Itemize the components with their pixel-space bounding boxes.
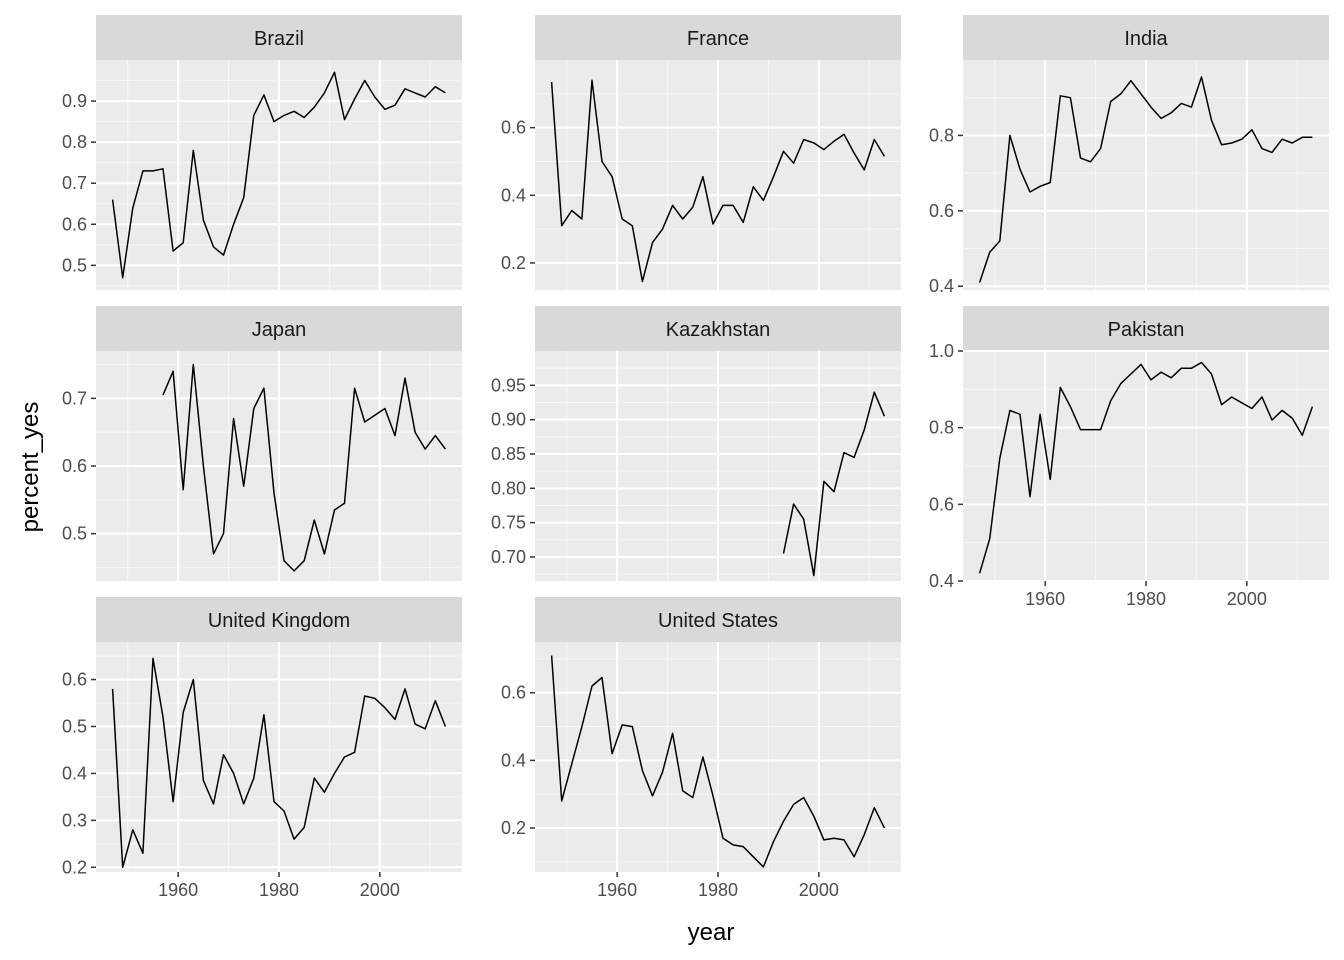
panel-united-kingdom: United Kingdom 0.2 0.3 0.4 0.5 0.6 1960 1980 200…: [62, 597, 462, 900]
y-tick-label-united-states: 0.4: [501, 750, 526, 770]
strip-kazakhstan: [535, 306, 901, 351]
panel-brazil: Brazil 0.5 0.6 0.7 0.8 0.9: [62, 15, 462, 290]
panel-japan: Japan 0.5 0.6 0.7: [62, 306, 462, 581]
x-tick-label-pakistan: 1980: [1126, 589, 1166, 609]
x-tick-label-united-kingdom: 1960: [158, 880, 198, 900]
strip-label-france: France: [687, 28, 749, 50]
gridlines-france: [535, 60, 901, 290]
series-line-pakistan: [978, 361, 1314, 574]
series-line-united-states: [550, 655, 886, 868]
panel-united-states: United States 0.2 0.4 0.6 1960 1980 2000: [501, 597, 901, 900]
series-line-united-kingdom: [111, 657, 447, 869]
y-tick-label-pakistan: 0.4: [929, 571, 954, 591]
y-tick-label-kazakhstan: 0.70: [491, 547, 526, 567]
x-tick-label-united-states: 2000: [799, 880, 839, 900]
y-tick-label-united-kingdom: 0.3: [62, 810, 87, 830]
x-tick-label-pakistan: 2000: [1227, 589, 1267, 609]
series-line-japan: [162, 363, 447, 572]
y-tick-label-brazil: 0.5: [62, 255, 87, 275]
y-tick-label-brazil: 0.7: [62, 173, 87, 193]
y-tick-label-brazil: 0.6: [62, 214, 87, 234]
y-tick-label-kazakhstan: 0.85: [491, 444, 526, 464]
y-tick-label-united-states: 0.6: [501, 683, 526, 703]
strip-india: [963, 15, 1329, 60]
y-tick-label-japan: 0.5: [62, 524, 87, 544]
y-tick-label-france: 0.2: [501, 253, 526, 273]
strip-united-kingdom: [96, 597, 462, 642]
y-axis-title: percent_yes: [17, 402, 44, 533]
panel-pakistan: Pakistan 0.4 0.6 0.8 1.0 1960 1980 2000: [929, 306, 1329, 609]
series-line-france: [550, 79, 886, 283]
strip-label-united-kingdom: United Kingdom: [208, 610, 350, 632]
gridlines-japan: [96, 351, 462, 581]
x-tick-label-united-kingdom: 1980: [259, 880, 299, 900]
x-tick-label-united-kingdom: 2000: [360, 880, 400, 900]
gridlines-india: [963, 60, 1329, 290]
series-line-kazakhstan: [782, 391, 886, 577]
y-tick-label-india: 0.4: [929, 276, 954, 296]
strip-united-states: [535, 597, 901, 642]
y-tick-label-pakistan: 0.8: [929, 418, 954, 438]
panel-france: France 0.2 0.4 0.6: [501, 15, 901, 290]
strip-label-india: India: [1124, 28, 1168, 50]
y-tick-label-pakistan: 0.6: [929, 494, 954, 514]
y-tick-label-united-kingdom: 0.5: [62, 716, 87, 736]
panel-india: India 0.4 0.6 0.8: [929, 15, 1329, 296]
x-tick-label-united-states: 1980: [698, 880, 738, 900]
y-tick-label-japan: 0.6: [62, 456, 87, 476]
x-axis-title: year: [688, 919, 735, 946]
y-tick-label-india: 0.6: [929, 201, 954, 221]
panels-layer: Brazil0.50.60.70.80.9France0.20.40.6Indi…: [62, 15, 1329, 900]
y-tick-label-brazil: 0.9: [62, 91, 87, 111]
strip-france: [535, 15, 901, 60]
x-tick-label-pakistan: 1960: [1025, 589, 1065, 609]
strip-japan: [96, 306, 462, 351]
y-tick-label-united-kingdom: 0.4: [62, 763, 87, 783]
y-tick-label-kazakhstan: 0.95: [491, 375, 526, 395]
y-tick-label-japan: 0.7: [62, 388, 87, 408]
series-line-india: [978, 76, 1313, 283]
y-tick-label-france: 0.6: [501, 118, 526, 138]
strip-label-pakistan: Pakistan: [1108, 319, 1185, 341]
strip-label-japan: Japan: [252, 319, 307, 341]
y-tick-label-united-kingdom: 0.6: [62, 670, 87, 690]
y-tick-label-pakistan: 1.0: [929, 341, 954, 361]
x-tick-label-united-states: 1960: [597, 880, 637, 900]
strip-pakistan: [963, 306, 1329, 351]
panel-kazakhstan: Kazakhstan 0.70 0.75 0.80 0.85 0.90 0.95: [491, 306, 901, 581]
strip-label-kazakhstan: Kazakhstan: [666, 319, 771, 341]
series-line-brazil: [111, 71, 446, 279]
gridlines-united-states: [535, 642, 901, 872]
strip-label-brazil: Brazil: [254, 28, 304, 50]
y-tick-label-united-states: 0.2: [501, 818, 526, 838]
y-tick-label-india: 0.8: [929, 125, 954, 145]
strip-brazil: [96, 15, 462, 60]
y-tick-label-france: 0.4: [501, 185, 526, 205]
y-tick-label-brazil: 0.8: [62, 132, 87, 152]
strip-label-united-states: United States: [658, 610, 778, 632]
gridlines-brazil: [96, 60, 462, 290]
gridlines-kazakhstan: [535, 351, 901, 581]
y-tick-label-united-kingdom: 0.2: [62, 857, 87, 877]
y-tick-label-kazakhstan: 0.80: [491, 478, 526, 498]
y-tick-label-kazakhstan: 0.90: [491, 410, 526, 430]
y-tick-label-kazakhstan: 0.75: [491, 513, 526, 533]
